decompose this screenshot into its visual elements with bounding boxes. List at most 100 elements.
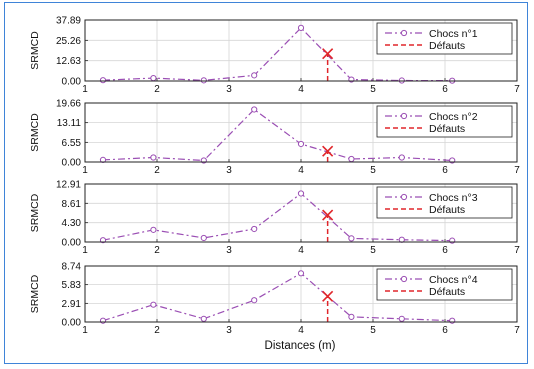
x-tick-label: 5 xyxy=(370,165,376,176)
data-point xyxy=(200,315,207,322)
y-tick-label: 19.66 xyxy=(56,99,81,110)
y-tick-label: 12.91 xyxy=(56,180,81,191)
x-tick-label: 2 xyxy=(154,245,160,256)
x-tick-label: 3 xyxy=(226,165,232,176)
x-tick-label: 5 xyxy=(370,84,376,95)
series-line xyxy=(102,272,453,322)
y-axis-label: SRMCD xyxy=(29,193,41,232)
legend-label: Chocs n°3 xyxy=(429,192,478,204)
x-tick-label: 3 xyxy=(226,245,232,256)
x-axis-label: Distances (m) xyxy=(265,340,336,352)
data-point xyxy=(150,154,157,161)
x-tick-label: 1 xyxy=(82,325,88,336)
y-axis-label: SRMCD xyxy=(29,113,41,152)
legend-label: Défauts xyxy=(429,123,465,135)
data-point xyxy=(251,106,258,113)
defect-marker xyxy=(322,48,334,60)
data-point xyxy=(297,140,305,148)
y-tick-label: 6.55 xyxy=(62,138,82,149)
legend-marker xyxy=(400,112,408,120)
y-axis-label: SRMCD xyxy=(29,274,41,313)
data-point xyxy=(200,234,207,242)
y-axis-label: SRMCD xyxy=(29,31,41,70)
legend-box xyxy=(376,268,513,301)
y-tick-label: 0.00 xyxy=(62,77,82,88)
legend-box xyxy=(376,186,513,219)
legend-marker xyxy=(400,193,408,201)
data-point xyxy=(348,313,355,320)
data-point xyxy=(150,226,157,233)
x-tick-label: 4 xyxy=(298,245,304,256)
y-tick-label: 8.74 xyxy=(62,262,82,273)
axes-box xyxy=(84,265,518,323)
x-tick-label: 6 xyxy=(442,165,448,176)
y-tick-label: 0.00 xyxy=(62,158,82,169)
data-point xyxy=(297,24,305,31)
x-tick-label: 7 xyxy=(514,84,520,95)
x-tick-label: 6 xyxy=(442,325,448,336)
defect-marker xyxy=(322,290,334,302)
defect-marker xyxy=(322,209,334,221)
series-line xyxy=(102,192,453,242)
x-tick-label: 4 xyxy=(298,325,304,336)
x-tick-label: 7 xyxy=(514,325,520,336)
legend-label: Défauts xyxy=(429,204,465,216)
x-tick-label: 4 xyxy=(298,165,304,176)
legend-label: Défauts xyxy=(429,40,465,52)
y-tick-label: 25.26 xyxy=(56,36,81,47)
x-tick-label: 2 xyxy=(154,84,160,95)
legend-label: Chocs n°1 xyxy=(429,28,478,40)
data-point xyxy=(251,225,258,233)
y-tick-label: 4.30 xyxy=(62,218,82,229)
figure-frame xyxy=(4,2,528,364)
x-tick-label: 7 xyxy=(514,165,520,176)
legend-box xyxy=(376,105,513,138)
chart-panel-4: 1 2 3 4 5 6 7 0.00 2.91 5.83 8.74 SRMCD Chocs n°4Déf… xyxy=(29,262,520,337)
chart-panel-1: 1 2 3 4 5 6 7 0.00 12.63 25.26 37.89 SRMCD Chocs n°1… xyxy=(29,16,520,96)
data-point xyxy=(297,190,305,197)
legend-marker xyxy=(400,275,408,283)
data-point xyxy=(348,155,355,163)
data-point xyxy=(150,75,157,82)
x-tick-label: 3 xyxy=(226,325,232,336)
x-tick-label: 1 xyxy=(82,245,88,256)
x-tick-label: 2 xyxy=(154,325,160,336)
x-tick-label: 5 xyxy=(370,325,376,336)
y-tick-label: 2.91 xyxy=(62,299,82,310)
legend-label: Chocs n°4 xyxy=(429,274,478,286)
data-point xyxy=(398,154,405,161)
data-point xyxy=(150,301,157,308)
y-tick-label: 13.11 xyxy=(57,118,82,129)
axes-box xyxy=(84,102,518,163)
data-point xyxy=(398,315,405,322)
x-tick-label: 6 xyxy=(442,84,448,95)
legend-label: Chocs n°2 xyxy=(429,111,478,123)
data-point xyxy=(200,77,207,84)
data-point xyxy=(251,72,258,79)
data-point xyxy=(99,317,107,324)
data-point xyxy=(251,297,258,304)
y-tick-label: 0.00 xyxy=(62,318,82,329)
x-tick-label: 1 xyxy=(82,165,88,176)
chart-panel-2: 1 2 3 4 5 6 7 0.00 6.55 13.11 19.66 SRMCD Chocs n°2D… xyxy=(29,99,520,177)
y-tick-label: 5.83 xyxy=(62,280,82,291)
chart-panel-3: 1 2 3 4 5 6 7 0.00 4.30 8.61 12.91 SRMCD Chocs n°3Dé… xyxy=(29,180,520,257)
y-tick-label: 8.61 xyxy=(62,199,82,210)
data-point xyxy=(449,317,456,324)
data-point xyxy=(99,77,107,84)
y-tick-label: 0.00 xyxy=(62,238,82,249)
x-tick-label: 5 xyxy=(370,245,376,256)
x-tick-label: 3 xyxy=(226,84,232,95)
legend-marker xyxy=(400,29,408,37)
x-tick-label: 1 xyxy=(82,84,88,95)
series-line xyxy=(102,108,453,162)
axes-box xyxy=(84,183,518,243)
data-point xyxy=(297,270,305,277)
series-line xyxy=(102,27,453,82)
data-point xyxy=(348,235,355,242)
